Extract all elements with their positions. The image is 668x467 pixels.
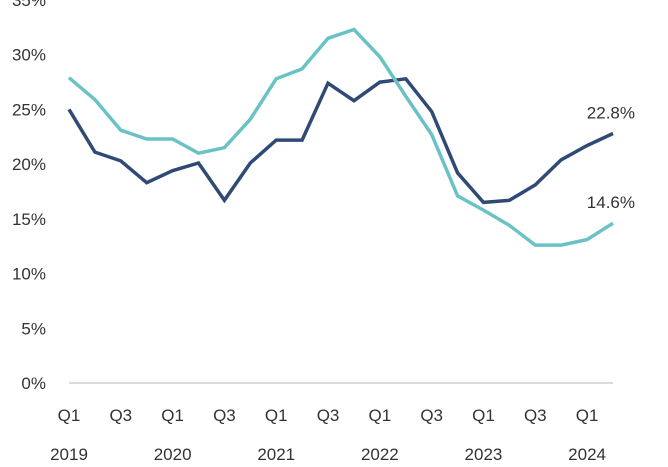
- x-tick-quarter-label: Q1: [472, 406, 495, 425]
- x-tick-year-label: 2020: [154, 445, 192, 464]
- y-tick-label: 30%: [12, 46, 46, 65]
- series-line-1: [67, 76, 614, 205]
- y-tick-label: 25%: [12, 100, 46, 119]
- end-labels: 22.8% 14.6%: [587, 104, 635, 213]
- x-tick-quarter-label: Q3: [524, 406, 547, 425]
- x-tick-year-label: 2024: [568, 445, 606, 464]
- y-tick-label: 10%: [12, 265, 46, 284]
- x-axis: Q1 Q3 Q1 Q3 Q1 Q3 Q1 Q3 Q1 Q3 Q1 2019 2020 2021 2022 20…: [50, 406, 606, 464]
- x-tick-year-label: 2023: [465, 445, 503, 464]
- series-line-2: [67, 27, 614, 247]
- y-tick-label: 5%: [21, 319, 46, 338]
- end-value-label-2: 14.6%: [587, 193, 635, 212]
- x-tick-quarter-label: Q1: [265, 406, 288, 425]
- x-tick-quarter-label: Q1: [576, 406, 599, 425]
- x-tick-quarter-label: Q3: [109, 406, 132, 425]
- y-axis: 0% 5% 10% 15% 20% 25% 30% 35%: [12, 0, 46, 393]
- x-tick-quarter-label: Q3: [317, 406, 340, 425]
- x-tick-year-label: 2022: [361, 445, 399, 464]
- x-tick-quarter-label: Q1: [161, 406, 184, 425]
- y-tick-label: 15%: [12, 210, 46, 229]
- x-tick-year-label: 2021: [257, 445, 295, 464]
- y-tick-label: 35%: [12, 0, 46, 10]
- x-tick-year-label: 2019: [50, 445, 88, 464]
- x-tick-quarter-label: Q3: [420, 406, 443, 425]
- series-layer: [67, 27, 614, 247]
- y-tick-label: 20%: [12, 155, 46, 174]
- y-tick-label: 0%: [21, 374, 46, 393]
- x-tick-quarter-label: Q3: [213, 406, 236, 425]
- x-tick-quarter-label: Q1: [58, 406, 81, 425]
- x-tick-quarter-label: Q1: [369, 406, 392, 425]
- end-value-label-1: 22.8%: [587, 104, 635, 123]
